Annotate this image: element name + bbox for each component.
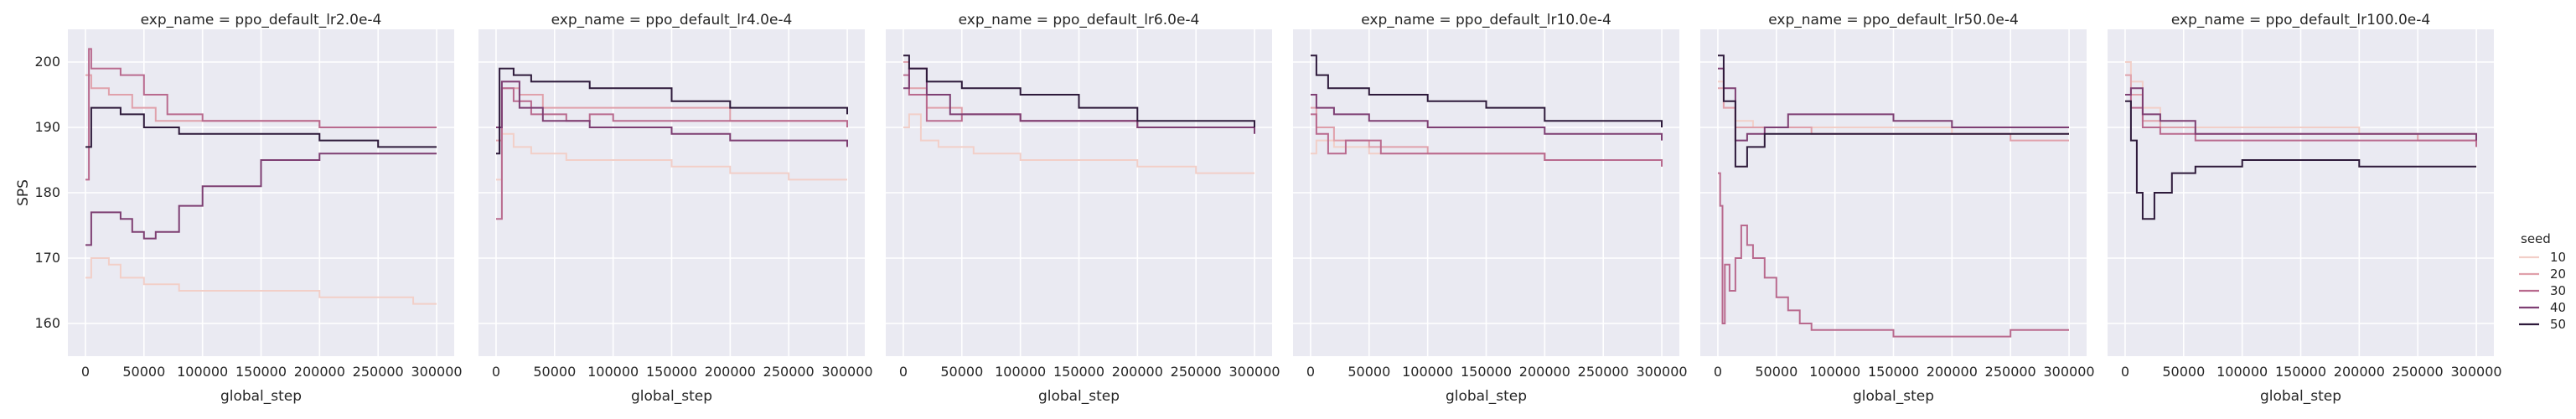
series-line-seed-10 xyxy=(903,113,1254,174)
series-line-seed-30 xyxy=(85,48,437,181)
x-tick-label: 0 xyxy=(1714,364,1722,380)
legend-title: seed xyxy=(2521,231,2551,246)
x-tick-label: 100000 xyxy=(1809,364,1860,380)
legend-label: 40 xyxy=(2550,300,2566,315)
x-tick-label: 50000 xyxy=(1347,364,1390,380)
x-tick-label: 100000 xyxy=(1402,364,1453,380)
x-axis-label: global_step xyxy=(1038,388,1120,405)
x-tick-label: 200000 xyxy=(705,364,756,380)
series-line-seed-10 xyxy=(496,132,847,181)
x-tick-label: 100000 xyxy=(2216,364,2268,380)
x-tick-label: 100000 xyxy=(177,364,228,380)
x-tick-label: 200000 xyxy=(1112,364,1163,380)
y-tick-label: 190 xyxy=(34,119,60,135)
x-tick-label: 200000 xyxy=(1927,364,1978,380)
facet-panel: 0 50000 100000 150000 200000 250000 300000 exp_… xyxy=(2108,12,2502,405)
y-tick-label: 180 xyxy=(34,184,60,200)
x-tick-label: 150000 xyxy=(646,364,697,380)
facet-panel: 0 50000 100000 150000 200000 250000 300000 exp_… xyxy=(1700,12,2095,405)
x-tick-label: 300000 xyxy=(1637,364,1688,380)
legend-item-seed-20: 20 xyxy=(2519,266,2566,282)
series-line-seed-50 xyxy=(1718,54,2069,168)
x-tick-label: 0 xyxy=(899,364,908,380)
series-line-seed-10 xyxy=(85,257,437,305)
legend-label: 10 xyxy=(2550,250,2566,265)
x-axis-label: global_step xyxy=(2260,388,2341,405)
x-tick-label: 100000 xyxy=(995,364,1046,380)
legend-item-seed-50: 50 xyxy=(2519,317,2566,332)
legend-label: 30 xyxy=(2550,283,2566,298)
x-tick-label: 250000 xyxy=(1985,364,2036,380)
x-tick-label: 200000 xyxy=(1519,364,1570,380)
series-line-seed-40 xyxy=(85,153,437,246)
x-tick-label: 50000 xyxy=(122,364,165,380)
x-tick-label: 150000 xyxy=(1868,364,1919,380)
facet-panel: 0 50000 100000 150000 200000 250000 300000 160 1… xyxy=(15,12,463,405)
x-tick-label: 0 xyxy=(81,364,90,380)
x-tick-label: 250000 xyxy=(763,364,815,380)
x-tick-label: 50000 xyxy=(2162,364,2205,380)
x-tick-label: 0 xyxy=(2121,364,2129,380)
x-tick-label: 300000 xyxy=(2044,364,2095,380)
x-tick-label: 300000 xyxy=(822,364,873,380)
x-tick-label: 200000 xyxy=(294,364,345,380)
x-tick-label: 300000 xyxy=(2451,364,2502,380)
series-line-seed-30 xyxy=(1718,172,2069,338)
facet-panel: 0 50000 100000 150000 200000 250000 300000 exp_… xyxy=(1293,12,1688,405)
x-tick-label: 250000 xyxy=(353,364,404,380)
x-tick-label: 50000 xyxy=(1755,364,1798,380)
series-line-seed-30 xyxy=(1311,113,1663,167)
x-tick-label: 150000 xyxy=(2275,364,2326,380)
series-line-seed-30 xyxy=(496,87,848,220)
x-tick-label: 150000 xyxy=(1053,364,1104,380)
facet-panel: 0 50000 100000 150000 200000 250000 300000 exp_… xyxy=(886,12,1280,405)
facet-title: exp_name = ppo_default_lr50.0e-4 xyxy=(1768,12,2019,28)
legend-item-seed-10: 10 xyxy=(2519,250,2566,265)
facet-title: exp_name = ppo_default_lr10.0e-4 xyxy=(1361,12,1611,28)
facet-title: exp_name = ppo_default_lr6.0e-4 xyxy=(959,12,1200,28)
x-tick-label: 300000 xyxy=(411,364,463,380)
x-tick-label: 250000 xyxy=(1578,364,1629,380)
x-tick-label: 250000 xyxy=(1171,364,1222,380)
x-tick-label: 200000 xyxy=(2334,364,2385,380)
facet-panels: 0 50000 100000 150000 200000 250000 3000001601… xyxy=(15,12,2502,405)
x-tick-label: 0 xyxy=(1306,364,1315,380)
x-tick-label: 0 xyxy=(492,364,500,380)
series-line-seed-50 xyxy=(903,54,1255,127)
facet-title: exp_name = ppo_default_lr4.0e-4 xyxy=(551,12,793,28)
x-tick-label: 250000 xyxy=(2392,364,2444,380)
x-tick-label: 300000 xyxy=(1229,364,1280,380)
series-line-seed-40 xyxy=(1718,67,2069,142)
legend-item-seed-30: 30 xyxy=(2519,283,2566,298)
series-line-seed-50 xyxy=(2125,100,2476,220)
series-line-seed-50 xyxy=(496,67,848,155)
x-axis-label: global_step xyxy=(1446,388,1527,405)
x-tick-label: 150000 xyxy=(235,364,287,380)
facet-title: exp_name = ppo_default_lr100.0e-4 xyxy=(2171,12,2430,28)
series-line-seed-40 xyxy=(1311,94,1663,141)
x-axis-label: global_step xyxy=(1853,388,1934,405)
y-axis-label: SPS xyxy=(15,179,32,206)
facet-title: exp_name = ppo_default_lr2.0e-4 xyxy=(141,12,382,28)
legend-item-seed-40: 40 xyxy=(2519,300,2566,315)
y-tick-label: 160 xyxy=(34,315,60,331)
legend-label: 50 xyxy=(2550,317,2566,332)
series-line-seed-40 xyxy=(496,80,848,147)
x-tick-label: 150000 xyxy=(1461,364,1512,380)
facet-panel: 0 50000 100000 150000 200000 250000 300000 exp_… xyxy=(478,12,873,405)
x-tick-label: 100000 xyxy=(587,364,639,380)
y-tick-label: 200 xyxy=(34,54,60,70)
series-line-seed-50 xyxy=(85,106,437,148)
series-line-seed-40 xyxy=(2125,87,2477,141)
x-tick-label: 50000 xyxy=(533,364,576,380)
legend-label: 20 xyxy=(2550,266,2566,282)
x-axis-label: global_step xyxy=(220,388,302,405)
series-line-seed-50 xyxy=(1311,54,1663,127)
x-tick-label: 50000 xyxy=(940,364,983,380)
x-axis-label: global_step xyxy=(631,388,712,405)
y-tick-label: 170 xyxy=(34,250,60,266)
